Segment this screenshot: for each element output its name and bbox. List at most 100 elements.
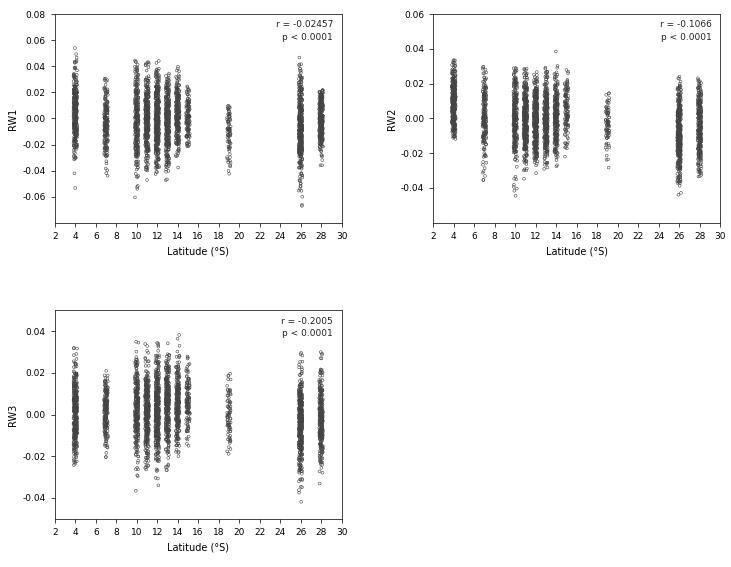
Point — [68, 126, 80, 136]
Point — [70, 102, 82, 111]
Point — [675, 88, 686, 98]
Point — [99, 125, 111, 134]
Point — [296, 137, 308, 146]
Point — [100, 403, 112, 412]
Point — [296, 398, 308, 407]
Point — [518, 131, 529, 140]
Point — [295, 154, 306, 163]
Point — [100, 437, 112, 446]
Point — [520, 103, 531, 112]
Point — [163, 99, 175, 108]
Point — [297, 85, 308, 94]
Point — [510, 139, 521, 148]
Point — [69, 427, 81, 436]
Point — [153, 341, 164, 350]
Point — [539, 114, 551, 123]
Point — [602, 117, 614, 126]
Point — [152, 104, 164, 113]
Point — [295, 149, 307, 158]
Point — [162, 426, 174, 435]
Point — [173, 397, 184, 406]
Point — [131, 81, 143, 90]
X-axis label: Latitude (°S): Latitude (°S) — [167, 543, 230, 552]
Point — [140, 94, 152, 103]
Point — [695, 107, 707, 116]
Point — [602, 155, 614, 164]
Point — [531, 92, 542, 101]
Point — [550, 137, 562, 146]
Point — [143, 348, 154, 357]
Point — [314, 411, 325, 420]
Point — [131, 125, 143, 134]
Point — [675, 150, 686, 159]
Point — [140, 426, 152, 435]
Point — [143, 388, 154, 397]
Point — [129, 62, 141, 71]
Point — [142, 144, 154, 153]
Point — [520, 127, 531, 136]
Point — [131, 113, 143, 122]
Point — [70, 401, 82, 410]
Point — [173, 364, 185, 373]
Point — [71, 371, 83, 380]
Point — [295, 400, 306, 409]
Point — [173, 353, 185, 362]
Point — [521, 117, 533, 126]
Point — [695, 128, 707, 137]
Point — [162, 126, 174, 135]
Point — [296, 115, 308, 124]
Point — [294, 138, 306, 147]
Point — [508, 137, 520, 146]
Point — [293, 393, 305, 402]
Point — [296, 411, 308, 420]
Point — [71, 125, 83, 134]
Point — [692, 98, 704, 107]
Point — [173, 416, 184, 425]
Point — [295, 75, 306, 84]
Point — [143, 144, 154, 153]
Point — [140, 117, 151, 126]
Point — [181, 132, 192, 141]
Point — [163, 426, 175, 435]
Point — [151, 454, 163, 463]
Point — [173, 97, 184, 106]
Point — [559, 125, 571, 134]
Point — [478, 101, 490, 111]
Point — [692, 96, 704, 105]
Point — [172, 385, 183, 394]
Point — [295, 119, 306, 128]
Point — [130, 86, 142, 95]
Point — [550, 147, 561, 156]
Point — [150, 388, 162, 397]
Point — [151, 107, 163, 116]
Point — [151, 162, 163, 171]
Point — [674, 164, 686, 173]
Point — [315, 408, 327, 417]
Point — [519, 119, 531, 128]
Point — [448, 125, 460, 134]
Point — [183, 95, 195, 104]
Point — [518, 141, 530, 150]
Point — [530, 96, 542, 105]
Point — [449, 113, 461, 122]
Point — [70, 442, 82, 451]
Point — [99, 112, 111, 121]
Point — [479, 111, 491, 120]
Point — [132, 108, 143, 117]
Point — [143, 97, 154, 106]
Point — [295, 99, 306, 108]
Point — [68, 373, 80, 382]
Point — [153, 402, 164, 411]
Point — [129, 122, 141, 131]
Point — [68, 420, 80, 429]
Point — [132, 420, 143, 429]
Point — [552, 109, 564, 119]
Point — [141, 404, 153, 413]
Point — [162, 117, 173, 126]
Point — [314, 386, 325, 395]
Point — [69, 95, 81, 104]
Point — [552, 101, 564, 110]
Point — [695, 125, 707, 134]
Point — [694, 149, 705, 158]
Point — [295, 145, 306, 154]
